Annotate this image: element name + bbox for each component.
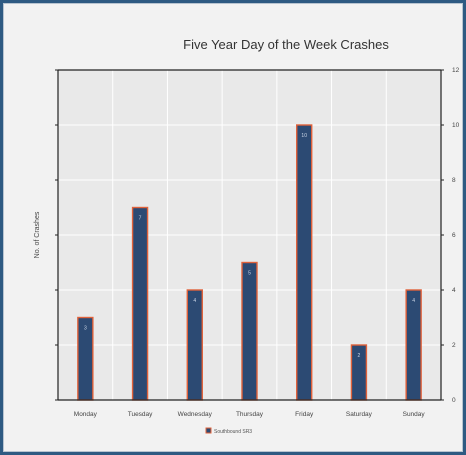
y-tick-label: 10 — [452, 122, 460, 129]
y-tick-label: 4 — [452, 287, 456, 294]
x-tick-label: Thursday — [236, 411, 264, 418]
bar-wednesday — [186, 289, 203, 401]
x-tick-label: Tuesday — [128, 411, 153, 418]
y-tick-label: 6 — [452, 232, 456, 239]
legend: Southbound SR3 — [205, 427, 252, 435]
data-label: 10 — [301, 133, 307, 139]
bar-friday — [296, 124, 313, 401]
chart-title: Five Year Day of the Week Crashes — [183, 37, 389, 52]
chart-frame: Five Year Day of the Week Crashes 3 7 4 5 10… — [3, 3, 463, 452]
y-axis-label: No. of Crashes — [34, 211, 41, 258]
bar-tuesday — [131, 206, 149, 401]
data-label: 5 — [248, 271, 251, 277]
data-label: 3 — [84, 326, 87, 332]
x-tick-label: Saturday — [346, 411, 373, 418]
y-tick-label: 12 — [452, 67, 460, 74]
data-label: 2 — [358, 353, 361, 359]
y-tick-label: 2 — [452, 342, 456, 349]
legend-label: Southbound SR3 — [214, 429, 252, 435]
axes — [55, 69, 444, 401]
data-label: 4 — [412, 298, 415, 304]
bar-sunday — [405, 289, 422, 401]
x-tick-labels: Monday Tuesday Wednesday Thursday Friday Satu… — [74, 411, 426, 418]
y-tick-label: 8 — [452, 177, 456, 184]
x-tick-label: Wednesday — [178, 411, 213, 418]
legend-swatch — [205, 427, 212, 434]
x-tick-label: Monday — [74, 411, 98, 418]
data-label: 7 — [139, 216, 142, 222]
data-label: 4 — [193, 298, 196, 304]
bar-thursday — [241, 261, 258, 401]
bar-chart: Five Year Day of the Week Crashes 3 7 4 5 10… — [34, 37, 460, 435]
x-tick-label: Friday — [295, 411, 314, 418]
x-tick-label: Sunday — [403, 411, 426, 418]
y-tick-labels: 0 2 4 6 8 10 12 — [452, 67, 460, 404]
y-tick-label: 0 — [452, 397, 456, 404]
